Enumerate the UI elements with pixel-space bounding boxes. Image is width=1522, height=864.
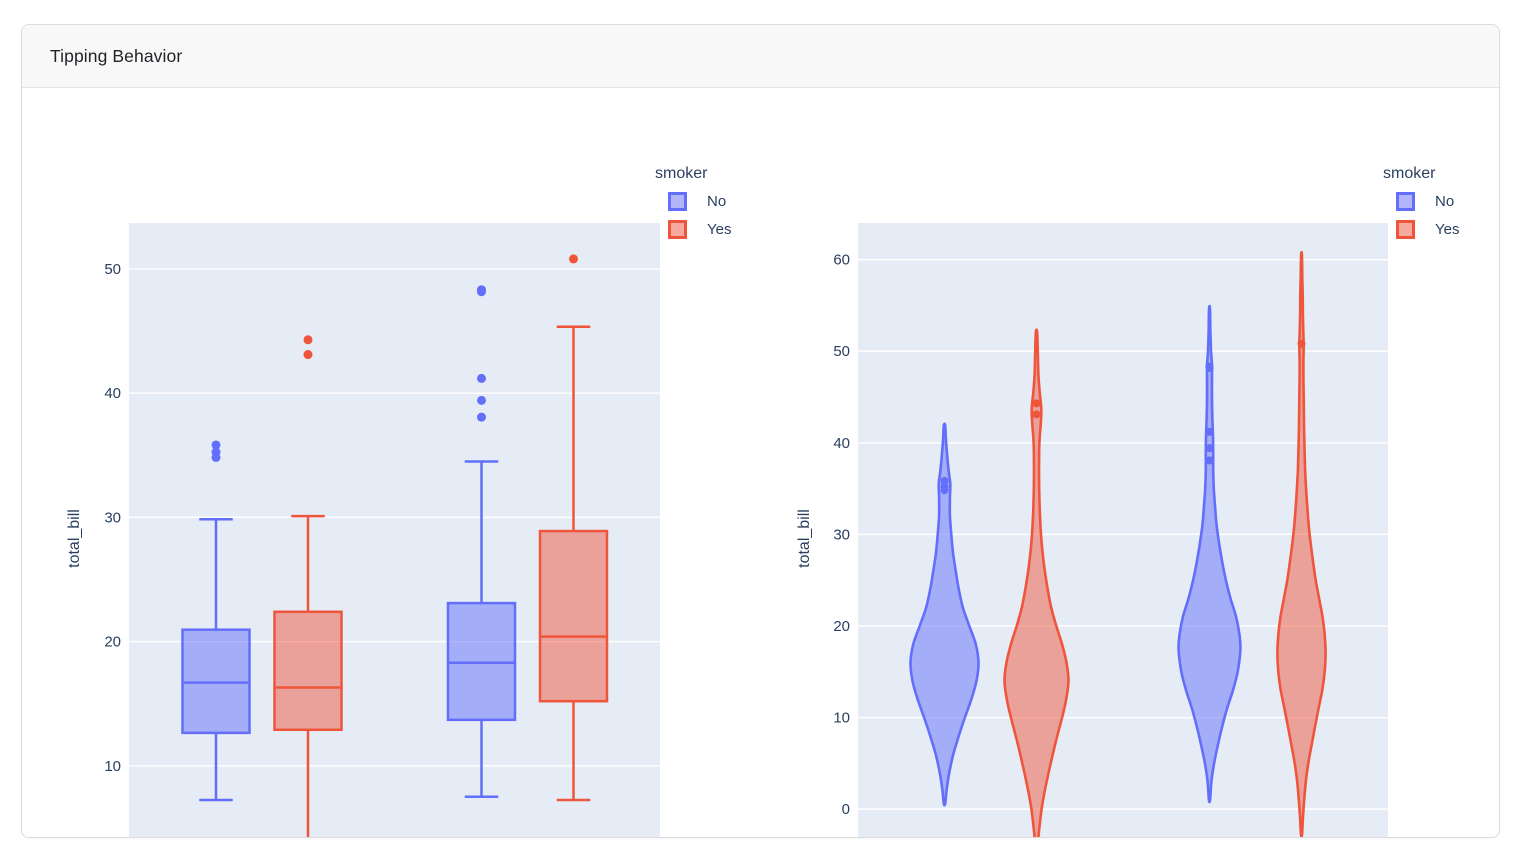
legend-box-chart: smoker No Yes — [655, 165, 731, 248]
violin-shape — [1003, 328, 1070, 837]
yes-swatch-icon — [1396, 220, 1415, 239]
violin-point[interactable] — [1205, 444, 1214, 453]
legend-violin-chart: smoker No Yes — [1383, 165, 1459, 248]
y-tick-label: 40 — [104, 385, 121, 402]
outlier-point[interactable] — [477, 412, 486, 422]
y-tick-label: 30 — [833, 526, 850, 543]
legend-label: No — [1435, 193, 1455, 210]
violin-shape — [1177, 304, 1242, 804]
outlier-point[interactable] — [303, 350, 313, 360]
outlier-point[interactable] — [303, 335, 313, 345]
y-tick-label: 60 — [833, 252, 850, 269]
outlier-point[interactable] — [477, 373, 486, 383]
yes-swatch-icon — [668, 220, 687, 239]
no-swatch-icon — [1396, 192, 1415, 211]
violin-yes-group2[interactable] — [1276, 250, 1327, 837]
outlier-point[interactable] — [211, 440, 221, 450]
outlier-point[interactable] — [569, 254, 578, 264]
no-swatch-icon — [668, 192, 687, 211]
legend-title: smoker — [1383, 165, 1436, 182]
y-tick-label: 50 — [833, 343, 850, 360]
outlier-point[interactable] — [211, 452, 221, 462]
violin-point[interactable] — [1297, 339, 1306, 348]
box-no-group2[interactable] — [446, 285, 517, 798]
violin-yes-group1[interactable] — [1003, 328, 1070, 838]
legend-item-yes[interactable]: Yes — [1396, 220, 1459, 239]
violin-shape — [1276, 250, 1327, 837]
y-tick-label: 30 — [104, 509, 121, 526]
y-tick-label: 20 — [104, 634, 121, 651]
card-body: 10 20 30 40 50 total_bill 0 10 20 30 40 50 60 total_b… — [22, 88, 1499, 837]
box-rect — [538, 529, 609, 703]
card-title: Tipping Behavior — [50, 45, 183, 66]
violin-shape — [909, 422, 980, 807]
violin-point[interactable] — [1032, 399, 1041, 408]
violin-point[interactable] — [940, 486, 949, 495]
y-axis-title: total_bill — [796, 509, 813, 568]
box-yes-group2[interactable] — [538, 254, 609, 802]
legend-item-no[interactable]: No — [668, 192, 731, 211]
violin-point[interactable] — [1205, 456, 1214, 465]
violin-no-group2[interactable] — [1177, 304, 1242, 804]
box-chart: 10 20 30 40 50 total_bill — [66, 223, 660, 838]
y-tick-label: 10 — [104, 758, 121, 775]
legend-label: Yes — [1435, 221, 1460, 238]
y-tick-label: 50 — [104, 261, 121, 278]
outlier-point[interactable] — [477, 395, 486, 405]
violin-point[interactable] — [1032, 410, 1041, 419]
legend-item-yes[interactable]: Yes — [668, 220, 731, 239]
y-tick-label: 40 — [833, 435, 850, 452]
y-tick-label: 10 — [833, 710, 850, 727]
traces-layer — [909, 250, 1327, 838]
charts-canvas: 10 20 30 40 50 total_bill 0 10 20 30 40 50 60 total_b… — [66, 223, 1388, 838]
chart-card: Tipping Behavior 10 20 30 40 50 total_bill 0 10… — [21, 24, 1500, 838]
outlier-point[interactable] — [477, 287, 486, 297]
legend-item-no[interactable]: No — [1396, 192, 1459, 211]
box-rect — [181, 628, 251, 735]
legend-title: smoker — [655, 165, 708, 182]
violin-no-group1[interactable] — [909, 422, 980, 807]
y-tick-label: 20 — [833, 618, 850, 635]
y-tick-label: 0 — [842, 801, 850, 818]
traces-layer — [181, 254, 609, 838]
y-axis-title: total_bill — [66, 509, 83, 568]
legend-label: Yes — [707, 221, 732, 238]
box-no-group1[interactable] — [181, 440, 251, 802]
box-rect — [273, 610, 343, 732]
violin-point[interactable] — [1205, 363, 1214, 372]
legend-label: No — [707, 193, 727, 210]
violin-point[interactable] — [1205, 427, 1214, 436]
violin-chart: 0 10 20 30 40 50 60 total_bill — [796, 223, 1388, 838]
card-header: Tipping Behavior — [22, 25, 1499, 88]
box-yes-group1[interactable] — [273, 335, 343, 838]
